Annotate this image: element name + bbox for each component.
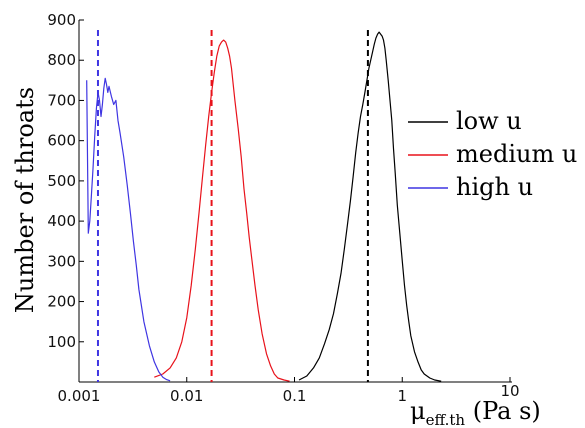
y-tick-label: 700: [47, 91, 76, 109]
x-tick-label: 0.1: [283, 387, 307, 405]
y-tick-label: 600: [47, 132, 76, 150]
y-tick-label: 800: [47, 51, 76, 69]
series-line-2: [86, 77, 171, 382]
legend-label-2: high u: [456, 173, 533, 201]
x-axis-label-symbol: μ: [410, 397, 426, 425]
y-tick-label: 900: [47, 11, 76, 29]
y-axis-label: Number of throats: [11, 87, 39, 313]
x-axis-label-subscript: eff.th: [426, 411, 466, 428]
x-tick-label: 0.01: [170, 387, 203, 405]
series-line-1: [154, 39, 290, 382]
legend-label-1: medium u: [456, 140, 577, 168]
series-group: [86, 31, 442, 382]
x-axis-label-unit: (Pa s): [465, 397, 541, 425]
x-tick-label: 0.001: [58, 387, 101, 405]
y-tick-label: 100: [47, 333, 76, 351]
y-tick-label: 200: [47, 293, 76, 311]
x-axis-label: μeff.th (Pa s): [410, 397, 541, 428]
x-tick-label: 10: [500, 382, 519, 400]
legend-label-0: low u: [456, 107, 522, 135]
series-line-0: [298, 31, 442, 382]
y-tick-label: 400: [47, 212, 76, 230]
x-tick-label: 1: [397, 387, 407, 405]
axes: [78, 20, 512, 383]
y-tick-label: 500: [47, 172, 76, 190]
ticks: 100 200 300 400 500 600 700 800 900 0.001 0.01 0.1 1…: [47, 11, 519, 405]
mean-lines: [96, 30, 369, 382]
legend: low u medium u high u: [408, 107, 577, 201]
y-tick-label: 300: [47, 252, 76, 270]
